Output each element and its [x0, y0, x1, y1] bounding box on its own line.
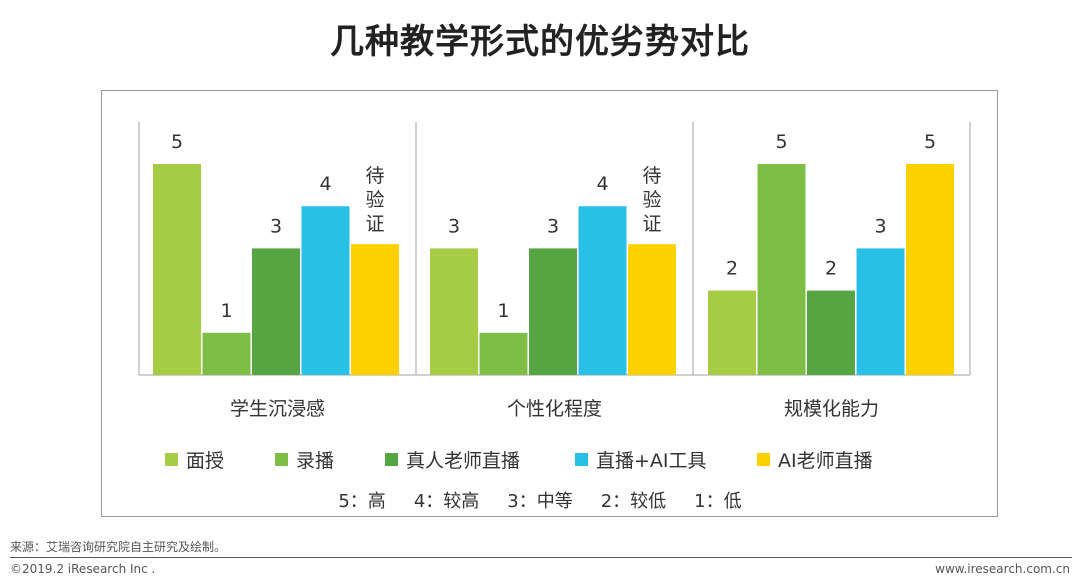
- chart-title: 几种教学形式的优劣势对比: [330, 22, 750, 62]
- source-note: 来源：艾瑞咨询研究院自主研究及绘制。: [10, 540, 227, 554]
- bar: [153, 164, 201, 375]
- scale-note-item: 3：中等: [507, 491, 573, 512]
- data-label: 3: [874, 215, 886, 237]
- data-label: 4: [319, 173, 331, 195]
- bar: [529, 248, 577, 375]
- footer-divider: [10, 557, 1072, 558]
- bar: [578, 206, 627, 375]
- data-label: 5: [924, 131, 936, 153]
- legend-item: 面授: [165, 446, 224, 473]
- data-label: 3: [448, 215, 460, 237]
- category-label: 规模化能力: [784, 398, 879, 420]
- copyright: ©2019.2 iResearch Inc .: [10, 562, 156, 576]
- legend-item: 真人老师直播: [385, 446, 520, 473]
- legend-label: 真人老师直播: [406, 450, 521, 472]
- bar: [807, 290, 855, 375]
- legend-swatch: [575, 453, 588, 466]
- data-label: 5: [775, 131, 787, 153]
- legend-item: AI老师直播: [757, 446, 873, 473]
- website: www.iresearch.com.cn: [935, 562, 1070, 576]
- legend-item: 直播+AI工具: [575, 446, 707, 473]
- data-label: 验: [365, 189, 384, 211]
- category-label: 学生沉浸感: [230, 398, 325, 420]
- category-label: 个性化程度: [507, 398, 602, 420]
- scale-note-item: 5：高: [338, 491, 386, 512]
- bar: [628, 244, 676, 375]
- data-label: 5: [171, 131, 183, 153]
- bar: [479, 332, 528, 375]
- data-label: 证: [642, 213, 661, 235]
- data-label: 1: [220, 300, 232, 322]
- bar: [856, 248, 905, 375]
- legend-swatch: [757, 453, 770, 466]
- legend-swatch: [385, 453, 398, 466]
- legend-label: 面授: [186, 450, 225, 472]
- bar: [906, 164, 954, 375]
- legend-label: 直播+AI工具: [596, 450, 707, 472]
- bar: [757, 164, 806, 375]
- scale-note-item: 2：较低: [600, 491, 667, 512]
- bar: [252, 248, 300, 375]
- data-label: 验: [642, 189, 661, 211]
- data-label: 2: [825, 258, 837, 280]
- scale-note-item: 4：较高: [413, 491, 480, 512]
- legend-label: 录播: [296, 450, 335, 472]
- data-label: 2: [726, 258, 738, 280]
- data-label: 待: [365, 165, 384, 187]
- data-label: 4: [596, 173, 608, 195]
- legend-label: AI老师直播: [778, 450, 873, 472]
- data-label: 3: [270, 215, 282, 237]
- bar: [430, 248, 478, 375]
- legend-swatch: [275, 453, 288, 466]
- bar: [202, 332, 251, 375]
- legend-item: 录播: [275, 446, 334, 473]
- data-label: 3: [547, 215, 559, 237]
- legend-swatch: [165, 453, 178, 466]
- data-label: 待: [642, 165, 661, 187]
- bar: [351, 244, 399, 375]
- scale-note-item: 1：低: [694, 491, 742, 512]
- scale-note: 5：高 4：较高 3：中等 2：较低 1：低: [0, 487, 1080, 513]
- bar: [708, 290, 756, 375]
- data-label: 1: [497, 300, 509, 322]
- data-label: 证: [365, 213, 384, 235]
- chart-frame: [101, 90, 998, 517]
- bar: [301, 206, 350, 375]
